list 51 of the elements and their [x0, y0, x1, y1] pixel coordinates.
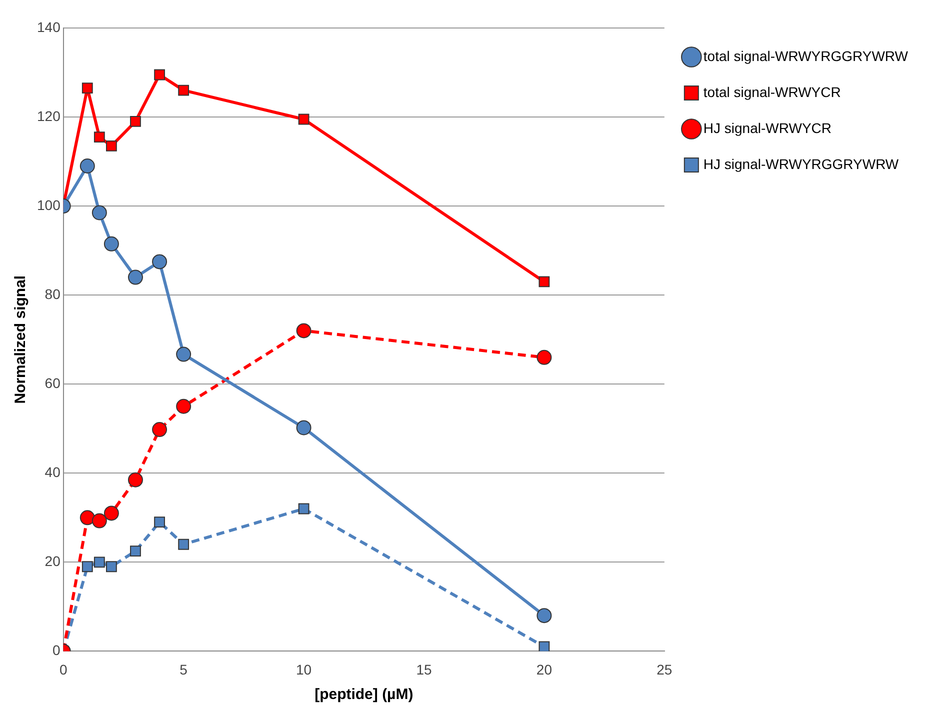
point — [538, 641, 550, 652]
point — [298, 503, 310, 514]
y-tick-label: 40 — [44, 464, 61, 480]
legend-label: HJ signal-WRWYRGGRYWRW — [703, 156, 900, 172]
x-axis-title: [peptide] (µM) — [314, 686, 414, 704]
point — [130, 116, 141, 127]
point — [128, 270, 143, 285]
point — [176, 346, 192, 362]
y-tick-label: 140 — [37, 18, 61, 35]
y-axis-title: Normalized signal — [12, 275, 30, 404]
point — [128, 472, 143, 488]
point — [152, 254, 168, 270]
x-tick-label: 15 — [416, 661, 432, 678]
legend-label: HJ signal-WRWYCR — [703, 120, 832, 136]
legend-label: total signal-WRWYCR — [703, 84, 841, 100]
point — [92, 513, 107, 528]
point — [296, 420, 312, 436]
point — [154, 69, 165, 80]
point — [106, 140, 117, 152]
point — [536, 608, 552, 624]
point — [80, 158, 95, 174]
point — [80, 510, 95, 526]
y-tick-label: 120 — [37, 108, 61, 124]
point — [536, 350, 552, 365]
y-tick-label: 100 — [37, 196, 61, 213]
point — [178, 538, 190, 550]
point — [296, 323, 312, 338]
point — [154, 516, 165, 528]
y-tick-label: 0 — [52, 642, 61, 658]
point — [106, 561, 117, 572]
point — [104, 236, 119, 252]
legend-label: total signal-WRWYRGGRYWRW — [703, 48, 909, 64]
point — [104, 506, 119, 521]
y-tick-label: 20 — [44, 553, 61, 570]
x-tick-label: 5 — [180, 661, 188, 678]
point — [178, 84, 190, 96]
y-tick-label: 80 — [44, 286, 61, 302]
point — [538, 276, 550, 288]
point — [130, 546, 141, 556]
x-tick-label: 25 — [656, 661, 672, 678]
point — [94, 132, 105, 143]
y-tick-label: 60 — [44, 374, 61, 391]
point — [176, 398, 192, 414]
point — [94, 556, 105, 568]
point — [92, 205, 107, 220]
point — [298, 114, 310, 125]
x-tick-label: 10 — [296, 661, 312, 678]
point — [152, 422, 168, 438]
point — [82, 82, 93, 94]
x-tick-label: 20 — [536, 661, 552, 678]
point — [82, 561, 93, 572]
